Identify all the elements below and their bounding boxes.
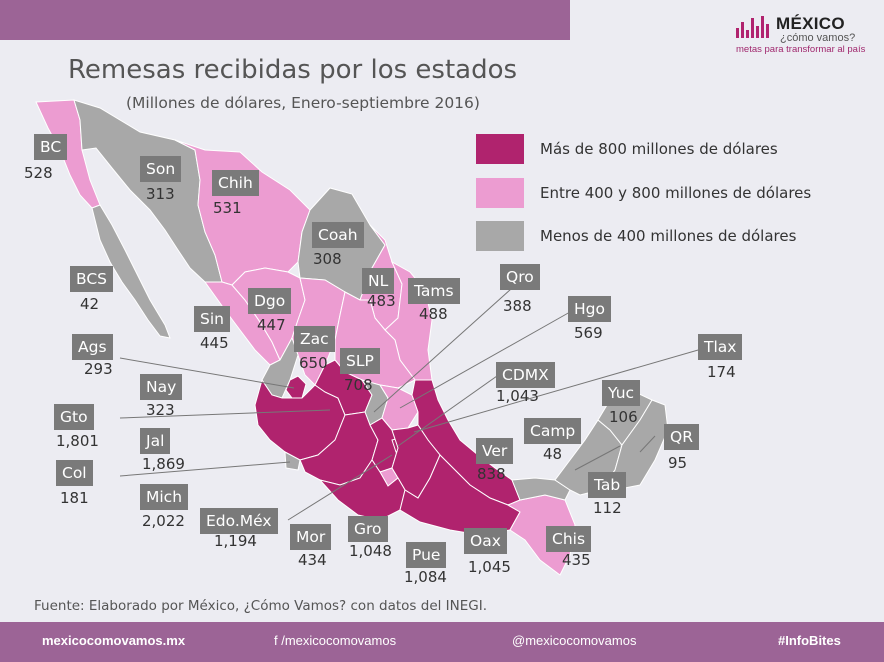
brand-name: MÉXICO [776, 14, 845, 33]
legend-swatch-mid [476, 178, 524, 208]
state-label-Jal: Jal [140, 428, 171, 454]
state-value-Zac: 650 [299, 354, 328, 372]
map-subtitle: (Millones de dólares, Enero-septiembre 2… [126, 94, 480, 112]
state-value-Dgo: 447 [257, 316, 286, 334]
state-value-CDMX: 1,043 [496, 387, 539, 405]
state-label-Mor: Mor [290, 524, 332, 550]
state-value-Ver: 838 [477, 465, 506, 483]
state-BCS [91, 204, 171, 339]
brand-bars-icon [736, 16, 772, 38]
legend-label-high: Más de 800 millones de dólares [540, 140, 778, 158]
state-value-Jal: 1,869 [142, 455, 185, 473]
state-label-EdoMex: Edo.Méx [200, 508, 278, 534]
state-value-Tams: 488 [419, 305, 448, 323]
brand-subtitle: ¿cómo vamos? [780, 32, 856, 44]
state-value-Gro: 1,048 [349, 542, 392, 560]
state-label-NL: NL [362, 268, 395, 294]
brand-logo: MÉXICO ¿cómo vamos? metas para transform… [736, 12, 876, 60]
state-label-Gro: Gro [348, 516, 388, 542]
state-label-Pue: Pue [406, 542, 447, 568]
state-label-Ver: Ver [476, 438, 514, 464]
top-bar [0, 0, 570, 40]
state-Tab [511, 477, 571, 501]
state-value-Chis: 435 [562, 551, 591, 569]
state-value-Camp: 48 [543, 445, 563, 463]
map-title: Remesas recibidas por los estados [68, 55, 518, 85]
state-label-Son: Son [140, 156, 182, 182]
state-value-Pue: 1,084 [404, 568, 447, 586]
state-label-Dgo: Dgo [248, 288, 292, 314]
state-value-BCS: 42 [80, 295, 100, 313]
state-value-BC: 528 [24, 164, 53, 182]
state-label-CDMX: CDMX [496, 362, 555, 388]
state-value-Yuc: 106 [609, 408, 638, 426]
state-label-Ags: Ags [72, 334, 113, 360]
state-value-Son: 313 [146, 185, 175, 203]
brand-tagline: metas para transformar al país [736, 44, 866, 55]
state-value-QR: 95 [668, 454, 688, 472]
state-value-Tab: 112 [593, 499, 622, 517]
state-label-SLP: SLP [340, 348, 380, 374]
state-value-Nay: 323 [146, 401, 175, 419]
state-value-EdoMex: 1,194 [214, 532, 257, 550]
state-value-Sin: 445 [200, 334, 229, 352]
state-value-Mich: 2,022 [142, 512, 185, 530]
state-label-Chih: Chih [212, 170, 259, 196]
state-label-Sin: Sin [194, 306, 230, 332]
state-label-QR: QR [664, 424, 699, 450]
footer-hashtag: #InfoBites [778, 633, 841, 648]
state-label-Tams: Tams [408, 278, 460, 304]
state-label-Mich: Mich [140, 484, 189, 510]
state-Gro [318, 459, 406, 521]
state-label-BCS: BCS [70, 266, 114, 292]
legend-swatch-low [476, 221, 524, 251]
legend-label-low: Menos de 400 millones de dólares [540, 227, 797, 245]
footer-twitter-link[interactable]: @mexicocomovamos [512, 633, 637, 648]
legend-swatch-high [476, 134, 524, 164]
state-label-Yuc: Yuc [602, 380, 641, 406]
state-label-BC: BC [34, 134, 68, 160]
source-note: Fuente: Elaborado por México, ¿Cómo Vamo… [34, 598, 488, 614]
state-value-Chih: 531 [213, 199, 242, 217]
state-label-Hgo: Hgo [568, 296, 611, 322]
state-label-Nay: Nay [140, 374, 183, 400]
state-value-Tlax: 174 [707, 363, 736, 381]
state-label-Tlax: Tlax [698, 334, 743, 360]
footer-facebook-link[interactable]: f /mexicocomovamos [274, 633, 397, 648]
state-value-Gto: 1,801 [56, 432, 99, 450]
leader-lines [119, 279, 713, 521]
state-label-Camp: Camp [524, 418, 582, 444]
state-label-Qro: Qro [500, 264, 540, 290]
state-value-Hgo: 569 [574, 324, 603, 342]
state-label-Oax: Oax [464, 528, 507, 554]
state-label-Chis: Chis [546, 526, 592, 552]
state-value-SLP: 708 [344, 376, 373, 394]
footer-site-link[interactable]: mexicocomovamos.mx [42, 633, 186, 648]
state-value-Oax: 1,045 [468, 558, 511, 576]
state-value-Coah: 308 [313, 250, 342, 268]
state-label-Zac: Zac [294, 326, 335, 352]
legend-label-mid: Entre 400 y 800 millones de dólares [540, 184, 812, 202]
state-value-Qro: 388 [503, 297, 532, 315]
footer-bar: mexicocomovamos.mx f /mexicocomovamos @m… [0, 622, 884, 662]
state-label-Tab: Tab [588, 472, 627, 498]
state-label-Coah: Coah [312, 222, 364, 248]
state-label-Col: Col [56, 460, 93, 486]
state-value-NL: 483 [367, 292, 396, 310]
state-value-Ags: 293 [84, 360, 113, 378]
state-value-Mor: 434 [298, 551, 327, 569]
state-label-Gto: Gto [54, 404, 94, 430]
state-value-Col: 181 [60, 489, 89, 507]
